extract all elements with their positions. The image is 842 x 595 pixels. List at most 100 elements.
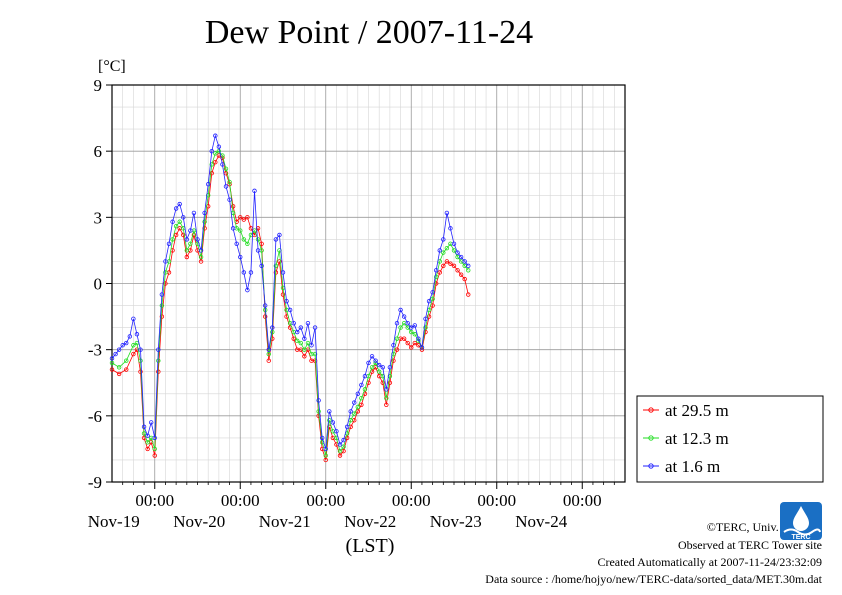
data-point [262,303,268,308]
data-point [458,254,464,260]
data-point [213,159,218,165]
data-point [223,166,229,172]
data-point [298,325,304,330]
data-point [330,420,336,425]
data-point [273,237,279,242]
data-point [387,365,393,370]
data-point [241,217,247,222]
legend-entry-label: at 29.5 m [665,401,729,420]
data-point [198,248,204,253]
data-point [462,259,467,264]
data-point [124,367,129,372]
data-point [191,210,197,216]
data-point [159,303,165,308]
data-point [319,435,325,441]
data-point [458,272,464,277]
data-point [138,358,143,363]
data-point [337,448,343,454]
data-point [302,347,307,352]
data-point [441,263,446,269]
data-point [116,365,122,370]
data-point [266,351,271,357]
data-point [131,351,136,357]
data-point [280,270,286,275]
series-1 [109,148,471,458]
data-point [270,329,275,335]
data-point [255,237,261,242]
data-point [209,171,214,176]
legend-entry-label: at 1.6 m [665,457,720,476]
data-point [266,358,271,363]
data-point [127,334,133,339]
data-point [466,268,471,273]
data-point [255,226,261,231]
data-point [430,290,435,295]
data-point [302,354,307,359]
data-point [302,336,307,341]
legend-swatch-marker [648,463,654,469]
y-axis-label: [°C] [98,58,126,75]
data-point [280,292,286,297]
data-point [323,457,328,463]
data-point [202,210,207,216]
data-point [227,179,232,185]
data-point [248,270,254,275]
data-point [366,360,371,366]
data-point [305,340,311,346]
y-tick-label: 0 [94,275,103,294]
data-point [163,259,168,264]
data-source-text: Data source : /home/hojyo/new/TERC-data/… [485,572,822,586]
data-point [355,404,361,410]
data-point [262,314,268,319]
data-point [334,429,339,434]
data-point [181,215,186,220]
data-point [359,402,364,408]
data-point [184,254,190,260]
data-point [234,241,239,246]
x-tick-date-label: Nov-22 [344,512,396,531]
x-tick-time-label: 00:00 [306,491,345,510]
data-point [109,360,115,366]
data-point [433,274,439,280]
data-point [156,347,161,352]
data-point [423,316,428,321]
data-point [213,133,218,138]
data-point [109,367,115,372]
data-point [409,325,414,330]
data-point [205,193,211,198]
data-point [405,340,410,346]
data-point [152,435,157,441]
data-point [134,332,140,337]
data-point [209,148,214,154]
data-point [298,340,304,346]
data-point [166,241,172,246]
data-point [202,219,207,224]
data-point [305,321,311,326]
data-point [412,332,418,337]
data-point [412,323,418,328]
logo-lettering: TERC [791,534,810,540]
data-point [412,340,418,346]
data-point [216,148,222,154]
data-point [344,424,350,430]
data-point [145,440,150,445]
data-point [380,380,385,385]
data-point [245,215,250,220]
data-point [124,358,129,363]
x-tick-time-label: 00:00 [392,491,431,510]
data-point [316,398,321,403]
y-tick-label: -6 [88,407,102,426]
data-point [216,144,222,149]
data-point [416,343,421,348]
data-point [159,292,165,297]
data-point [355,391,361,396]
data-point [259,263,264,269]
data-point [344,435,350,441]
data-point [323,446,328,452]
data-point [116,371,122,377]
legend-entry-label: at 12.3 m [665,429,729,448]
data-point [170,237,175,242]
x-tick-time-label: 00:00 [135,491,174,510]
data-point [387,380,393,385]
data-point [163,281,168,286]
